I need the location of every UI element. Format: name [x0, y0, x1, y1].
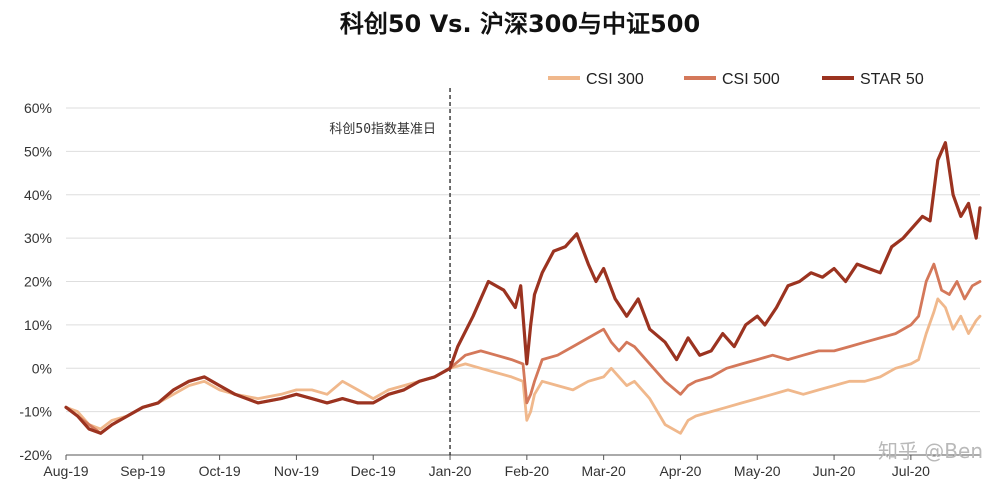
y-tick-label: 0%	[32, 360, 52, 376]
series-line-star-50	[64, 141, 982, 435]
legend-label: STAR 50	[860, 71, 924, 88]
y-tick-label: 50%	[24, 143, 52, 159]
x-tick-label: Nov-19	[274, 463, 319, 479]
y-tick-label: 60%	[24, 100, 52, 116]
gridlines	[66, 107, 980, 456]
x-axis: Aug-19 Sep-19 Oct-19 Nov-19 Dec-19 Jan-20 Feb-…	[43, 454, 980, 479]
x-tick-label: Sep-19	[120, 463, 165, 479]
base-date-annotation: 科创50指数基准日	[329, 122, 436, 137]
series-line-csi-500	[64, 262, 982, 435]
x-tick-label: Jun-20	[813, 463, 856, 479]
x-tick-label: Jul-20	[892, 463, 930, 479]
series-lines	[64, 141, 982, 435]
y-axis: 60% 50% 40% 30% 20% 10% 0% -10% -20%	[19, 100, 52, 463]
y-tick-label: 20%	[24, 274, 52, 290]
x-tick-label: Jan-20	[429, 463, 472, 479]
y-tick-label: -10%	[19, 404, 52, 420]
watermark: 知乎 @Ben	[878, 439, 983, 463]
chart-title: 科创50 Vs. 沪深300与中证500	[340, 10, 700, 38]
x-tick-label: May-20	[734, 463, 781, 479]
legend-label: CSI 500	[722, 71, 780, 88]
legend-label: CSI 300	[586, 71, 644, 88]
y-tick-label: -20%	[19, 447, 52, 463]
legend: CSI 300 CSI 500 STAR 50	[548, 71, 924, 88]
x-tick-label: Feb-20	[505, 463, 550, 479]
y-tick-label: 40%	[24, 187, 52, 203]
x-tick-label: Aug-19	[43, 463, 88, 479]
x-tick-label: Apr-20	[659, 463, 701, 479]
x-tick-label: Mar-20	[581, 463, 626, 479]
y-tick-label: 10%	[24, 317, 52, 333]
x-tick-label: Oct-19	[199, 463, 241, 479]
y-tick-label: 30%	[24, 230, 52, 246]
x-tick-label: Dec-19	[351, 463, 396, 479]
